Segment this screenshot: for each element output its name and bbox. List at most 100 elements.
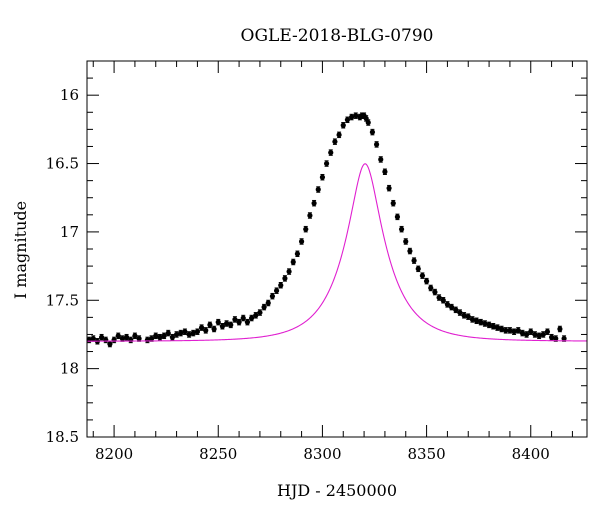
data-marker	[323, 160, 330, 167]
data-marker	[457, 309, 463, 316]
data-point	[348, 113, 355, 121]
data-marker	[273, 288, 280, 294]
y-tick-label: 16.5	[46, 155, 79, 173]
tick-labels: 8200 8250 8300 8350 8400 16 16.5 17 17.5 18 18.5	[46, 86, 550, 463]
data-marker	[303, 226, 309, 232]
data-marker	[165, 330, 171, 336]
data-marker	[236, 319, 242, 325]
data-marker	[428, 285, 434, 291]
data-point	[344, 116, 351, 124]
data-point	[273, 287, 280, 294]
data-marker	[198, 325, 205, 331]
data-point	[469, 316, 476, 323]
data-points	[86, 112, 567, 348]
data-point	[465, 313, 471, 320]
data-point	[219, 323, 226, 330]
data-point	[282, 275, 288, 282]
data-point	[365, 119, 371, 126]
data-marker	[211, 326, 217, 332]
data-marker	[544, 329, 551, 335]
data-point	[223, 320, 230, 327]
data-marker	[498, 326, 505, 332]
data-marker	[365, 119, 371, 126]
data-point	[436, 294, 442, 301]
data-marker	[344, 117, 351, 123]
data-marker	[373, 141, 380, 148]
x-tick-label: 8200	[95, 445, 133, 463]
data-marker	[244, 319, 251, 325]
data-point	[453, 306, 459, 314]
data-point	[419, 272, 426, 279]
data-marker	[436, 294, 442, 301]
data-point	[428, 284, 434, 292]
data-point	[511, 328, 517, 335]
data-marker	[398, 226, 405, 232]
data-marker	[169, 334, 176, 340]
data-marker	[490, 323, 496, 329]
data-point	[303, 225, 309, 233]
x-tick-label: 8350	[407, 445, 445, 463]
data-point	[390, 199, 396, 207]
data-point	[444, 301, 451, 308]
data-point	[490, 323, 496, 330]
y-tick-label: 18	[60, 360, 79, 378]
data-point	[207, 321, 213, 329]
data-point	[423, 277, 430, 285]
data-point	[411, 257, 417, 264]
data-point	[215, 318, 221, 326]
data-point	[448, 303, 455, 311]
data-point	[519, 329, 526, 337]
data-marker	[328, 150, 334, 156]
data-point	[332, 138, 338, 145]
data-marker	[419, 273, 426, 279]
data-marker	[444, 301, 451, 307]
data-point	[528, 328, 534, 335]
data-marker	[548, 334, 555, 340]
data-marker	[111, 337, 117, 343]
data-point	[382, 168, 388, 175]
data-marker	[182, 329, 188, 335]
data-marker	[107, 341, 113, 347]
data-marker	[136, 335, 142, 342]
data-point	[432, 288, 438, 296]
data-point	[482, 320, 488, 327]
data-marker	[528, 329, 534, 335]
data-marker	[103, 337, 109, 343]
data-point	[132, 332, 138, 340]
data-marker	[128, 337, 134, 343]
data-marker	[119, 335, 126, 342]
data-marker	[340, 122, 346, 128]
data-marker	[465, 314, 471, 320]
data-point	[507, 327, 513, 334]
chart-title: OGLE-2018-BLG-0790	[241, 26, 434, 46]
data-marker	[153, 333, 159, 339]
data-marker	[532, 331, 538, 338]
data-marker	[161, 333, 167, 339]
data-point	[315, 186, 321, 193]
data-marker	[232, 316, 238, 323]
data-point	[182, 328, 188, 335]
data-point	[228, 321, 234, 329]
data-point	[165, 329, 171, 337]
data-point	[203, 327, 209, 334]
data-point	[123, 333, 130, 341]
data-point	[398, 225, 405, 233]
data-point	[378, 156, 384, 163]
data-marker	[157, 334, 163, 340]
data-point	[248, 314, 255, 322]
data-marker	[536, 333, 542, 339]
data-point	[557, 325, 563, 333]
data-marker	[115, 333, 121, 339]
data-marker	[223, 320, 230, 327]
data-marker	[307, 212, 313, 219]
data-marker	[240, 315, 246, 321]
data-marker	[432, 289, 438, 295]
data-point	[353, 112, 359, 119]
data-marker	[148, 335, 155, 342]
data-marker	[507, 327, 513, 333]
data-point	[190, 329, 196, 337]
data-point	[403, 238, 409, 245]
data-point	[369, 128, 376, 136]
axis-ticks	[87, 60, 587, 438]
data-marker	[278, 282, 284, 288]
